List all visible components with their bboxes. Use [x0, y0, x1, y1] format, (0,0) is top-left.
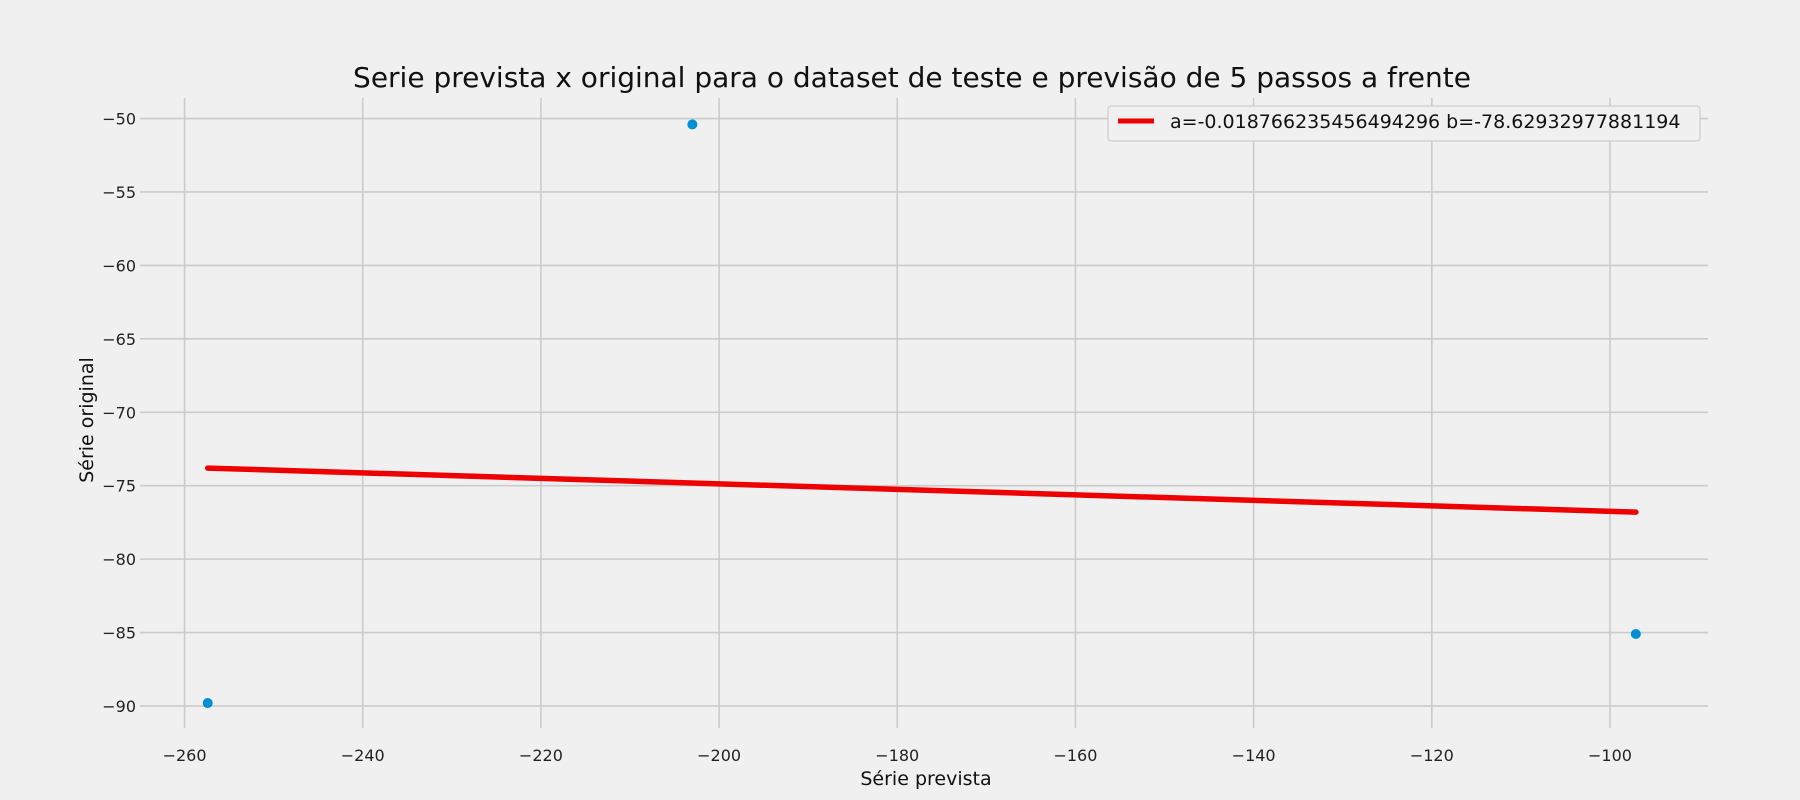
x-tick-label: −180	[875, 746, 919, 765]
fit-line-layer	[204, 465, 1639, 515]
x-tick-label: −160	[1053, 746, 1097, 765]
y-axis-label: Série original	[76, 357, 98, 483]
y-tick-label: −70	[102, 403, 136, 422]
fit-line	[204, 465, 1639, 515]
tick-labels: −260 −240 −220 −200 −180 −160 −140 −120 −100 −50 −…	[102, 110, 1632, 765]
x-tick-label: −200	[697, 746, 741, 765]
y-tick-label: −55	[102, 183, 136, 202]
y-tick-label: −60	[102, 256, 136, 275]
legend-label: a=-0.018766235456494296 b=-78.6293297788…	[1170, 111, 1680, 133]
scatter-point	[202, 698, 213, 709]
legend-box	[1107, 105, 1701, 142]
x-axis-label: Série prevista	[860, 768, 991, 790]
y-tick-label: −80	[102, 550, 136, 569]
legend: a=-0.018766235456494296 b=-78.6293297788…	[1107, 105, 1701, 142]
x-tick-label: −240	[341, 746, 385, 765]
scatter-point	[687, 119, 698, 130]
x-tick-label: −120	[1410, 746, 1454, 765]
x-tick-label: −140	[1232, 746, 1276, 765]
scatter-points-layer	[202, 119, 1641, 709]
y-tick-label: −65	[102, 330, 136, 349]
x-tick-label: −100	[1588, 746, 1632, 765]
y-tick-label: −90	[102, 697, 136, 716]
y-tick-label: −85	[102, 624, 136, 643]
y-tick-label: −50	[102, 110, 136, 129]
scatter-point	[1630, 629, 1641, 640]
y-tick-label: −75	[102, 477, 136, 496]
x-tick-label: −220	[519, 746, 563, 765]
chart-title: Serie prevista x original para o dataset…	[353, 61, 1471, 94]
x-tick-label: −260	[163, 746, 207, 765]
